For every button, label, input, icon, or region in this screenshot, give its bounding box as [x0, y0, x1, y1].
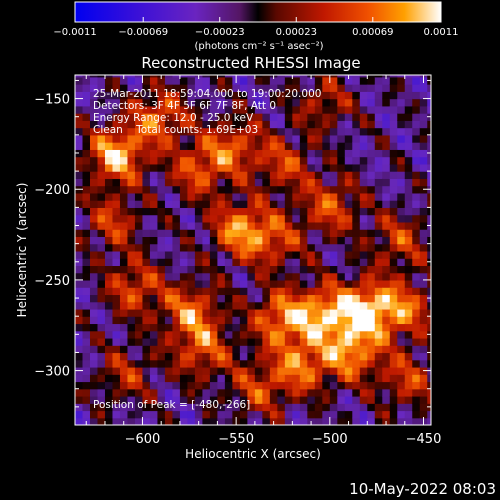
colorbar-unit-label: (photons cm⁻² s⁻¹ asec⁻²)	[194, 41, 323, 52]
y-tick-label: −150	[34, 93, 70, 108]
y-tick-label: −300	[34, 365, 70, 380]
y-axis-label: Heliocentric Y (arcsec)	[15, 183, 29, 318]
x-axis-label: Heliocentric X (arcsec)	[185, 447, 321, 461]
colorbar-tick-label: 0.00069	[352, 27, 393, 38]
y-axis-ticks: −150 −200 −250 −300	[34, 79, 431, 408]
y-tick-label: −200	[34, 183, 70, 198]
annotation-total-counts: Clean Total counts: 1.69E+03	[93, 124, 258, 136]
colorbar-tick-label: −0.0011	[53, 27, 96, 38]
annotation-time-range: 25-Mar-2011 18:59:04.000 to 19:00:20.000	[93, 88, 321, 100]
y-tick-label: −250	[34, 274, 70, 289]
colorbar-tick-label: 0.00023	[276, 27, 317, 38]
plot-frame	[74, 74, 432, 426]
colorbar-tick-label: 0.0011	[424, 27, 459, 38]
x-tick-label: −450	[406, 432, 442, 447]
x-tick-label: −550	[218, 432, 254, 447]
annotation-detectors: Detectors: 3F 4F 5F 6F 7F 8F, Att 0	[93, 100, 276, 112]
colorbar-tick-label: −0.00023	[195, 27, 245, 38]
annotation-peak-position: Position of Peak = [-480,-266]	[93, 399, 250, 411]
colorbar-tick-label: −0.00069	[118, 27, 168, 38]
annotation-block: 25-Mar-2011 18:59:04.000 to 19:00:20.000…	[93, 88, 321, 411]
x-tick-label: −500	[312, 432, 348, 447]
x-axis-ticks: −600 −550 −500 −450	[85, 75, 442, 447]
annotation-energy-range: Energy Range: 12.0 - 25.0 keV	[93, 112, 254, 124]
heatmap	[75, 75, 431, 425]
colorbar	[74, 1, 442, 23]
x-tick-label: −600	[125, 432, 161, 447]
timestamp: 10-May-2022 08:03	[349, 480, 496, 498]
chart-title: Reconstructed RHESSI Image	[141, 54, 360, 72]
colorbar-ticks: −0.0011 −0.00069 −0.00023 0.00023 0.00069 0.0…	[53, 17, 459, 38]
